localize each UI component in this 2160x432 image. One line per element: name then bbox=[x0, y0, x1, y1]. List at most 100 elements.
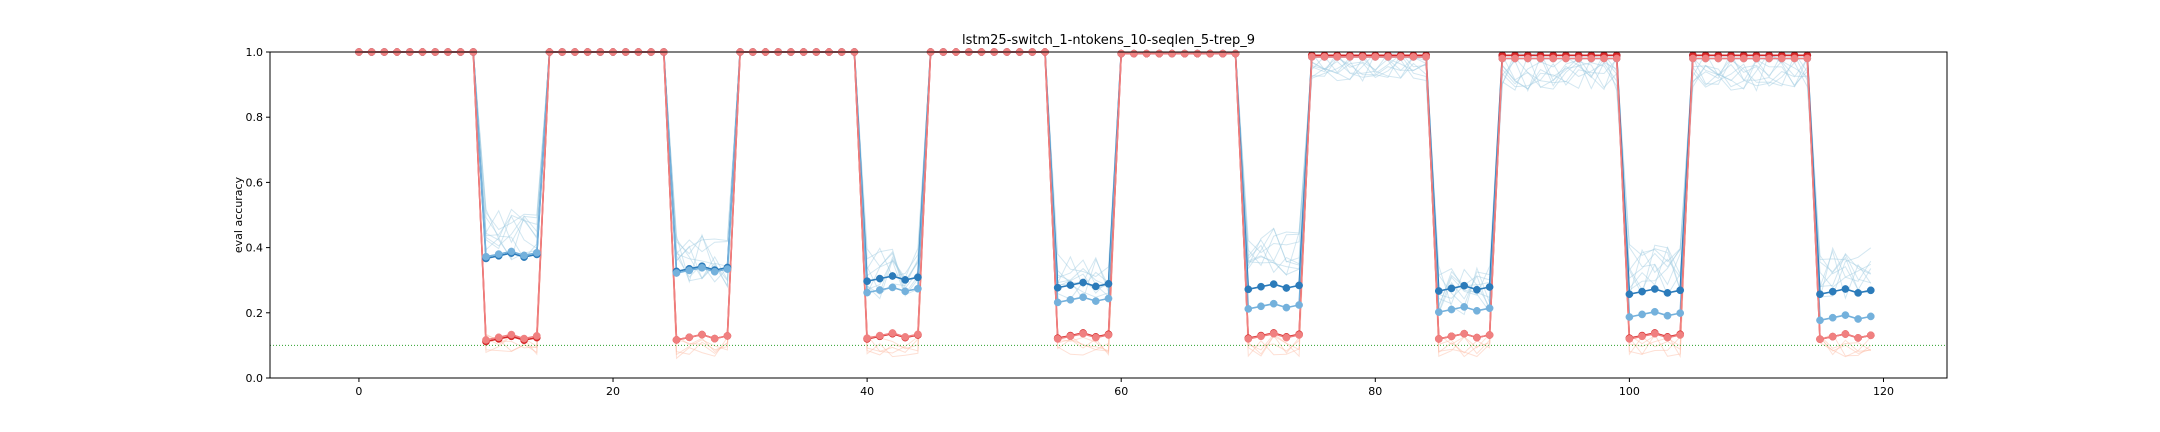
data-point-light-red bbox=[1371, 53, 1380, 61]
data-point-dark-blue bbox=[1447, 284, 1456, 293]
data-point-light-blue bbox=[1650, 307, 1659, 316]
x-tick-label: 120 bbox=[1873, 385, 1894, 398]
data-point-light-red bbox=[685, 333, 694, 342]
data-point-light-red bbox=[1422, 53, 1430, 61]
data-point-light-red bbox=[1714, 54, 1723, 63]
data-point-light-red bbox=[1587, 54, 1596, 63]
data-point-light-blue bbox=[1663, 311, 1672, 320]
data-point-light-red bbox=[1257, 332, 1265, 341]
data-point-light-red bbox=[532, 332, 541, 340]
data-point-light-red bbox=[1447, 332, 1456, 341]
data-point-light-blue bbox=[698, 263, 706, 272]
data-point-light-red bbox=[1612, 54, 1621, 63]
data-point-dark-blue bbox=[1485, 283, 1494, 291]
data-point-light-red bbox=[1384, 53, 1392, 61]
data-point-light-blue bbox=[1828, 313, 1837, 322]
x-tick-label: 100 bbox=[1619, 385, 1640, 398]
data-point-light-red bbox=[1549, 54, 1558, 63]
series-line-light-red bbox=[358, 51, 1871, 341]
data-point-light-blue bbox=[723, 265, 732, 273]
data-point-light-red bbox=[1269, 329, 1278, 338]
chart-title: lstm25-switch_1-ntokens_10-seqlen_5-trep… bbox=[962, 33, 1255, 48]
data-point-light-red bbox=[1816, 335, 1824, 344]
data-point-light-red bbox=[1358, 53, 1367, 61]
data-point-light-red bbox=[507, 330, 516, 339]
data-point-light-blue bbox=[1244, 305, 1253, 313]
data-point-light-red bbox=[494, 333, 503, 342]
data-point-light-red bbox=[875, 331, 884, 340]
data-point-light-red bbox=[1574, 54, 1583, 63]
data-point-dark-blue bbox=[1650, 285, 1659, 293]
y-tick-label: 0.8 bbox=[246, 111, 264, 124]
data-point-dark-blue bbox=[1460, 281, 1469, 290]
x-tick-label: 20 bbox=[606, 385, 620, 398]
data-point-light-red bbox=[1676, 331, 1685, 339]
data-point-light-blue bbox=[1295, 301, 1303, 309]
data-point-light-red bbox=[1142, 49, 1151, 58]
data-point-light-blue bbox=[1485, 304, 1494, 313]
data-point-light-red bbox=[901, 333, 910, 341]
data-point-dark-blue bbox=[1841, 285, 1850, 293]
data-point-light-red bbox=[1409, 53, 1418, 61]
data-point-light-blue bbox=[494, 250, 503, 258]
plot-frame bbox=[269, 51, 1948, 379]
data-point-light-red bbox=[1498, 54, 1507, 63]
data-point-light-blue bbox=[1676, 309, 1685, 317]
data-point-light-red bbox=[863, 334, 871, 343]
data-point-light-red bbox=[1854, 334, 1862, 342]
main-series-lines bbox=[355, 48, 1875, 346]
data-point-dark-blue bbox=[914, 273, 922, 282]
data-point-light-blue bbox=[1866, 312, 1875, 321]
data-point-light-red bbox=[1168, 49, 1176, 58]
data-point-light-red bbox=[1346, 53, 1354, 61]
data-point-light-red bbox=[520, 334, 528, 343]
data-point-light-red bbox=[1625, 335, 1634, 343]
data-point-light-blue bbox=[1091, 297, 1100, 305]
data-point-light-blue bbox=[1269, 299, 1278, 308]
data-point-light-red bbox=[1777, 54, 1786, 63]
data-point-dark-blue bbox=[1269, 280, 1278, 288]
data-point-light-red bbox=[1206, 49, 1214, 58]
x-tick-label: 60 bbox=[1114, 385, 1128, 398]
data-point-light-red bbox=[1193, 49, 1202, 58]
data-point-light-red bbox=[1079, 329, 1087, 338]
y-tick-label: 1.0 bbox=[246, 46, 264, 59]
data-point-light-blue bbox=[875, 286, 884, 294]
data-point-light-blue bbox=[1447, 305, 1456, 314]
data-point-dark-blue bbox=[901, 276, 910, 284]
axes: 0 20 40 60 80 100 120 0.0 0.2 0.4 0.6 0.8 1.0 bbox=[246, 46, 1948, 398]
data-point-light-red bbox=[1180, 49, 1189, 58]
data-point-light-blue bbox=[685, 266, 694, 275]
data-point-light-red bbox=[1790, 54, 1799, 63]
data-point-light-blue bbox=[520, 251, 528, 260]
data-point-light-red bbox=[1473, 333, 1481, 342]
data-point-dark-blue bbox=[1257, 282, 1265, 291]
data-point-dark-blue bbox=[1066, 281, 1075, 289]
data-point-light-red bbox=[1333, 53, 1342, 61]
data-point-light-blue bbox=[1638, 310, 1646, 319]
data-point-light-red bbox=[1650, 329, 1659, 338]
y-tick-label: 0.6 bbox=[246, 176, 264, 189]
data-point-light-red bbox=[1218, 49, 1227, 58]
data-point-light-red bbox=[1231, 49, 1240, 58]
data-point-light-red bbox=[1434, 335, 1443, 343]
y-tick-label: 0.0 bbox=[246, 372, 264, 385]
data-point-light-red bbox=[1752, 54, 1761, 63]
data-point-light-red bbox=[1053, 335, 1062, 343]
data-point-dark-blue bbox=[888, 272, 897, 280]
data-point-light-red bbox=[1460, 329, 1469, 338]
data-point-light-red bbox=[1104, 331, 1113, 339]
data-point-light-red bbox=[1828, 332, 1837, 341]
data-point-dark-blue bbox=[1053, 283, 1062, 292]
data-point-dark-blue bbox=[1434, 287, 1443, 295]
data-point-light-red bbox=[1727, 54, 1735, 63]
data-point-light-red bbox=[1638, 332, 1646, 341]
data-point-light-red bbox=[723, 332, 732, 340]
data-point-light-blue bbox=[863, 288, 871, 297]
data-point-light-red bbox=[672, 336, 681, 344]
data-point-light-red bbox=[1066, 332, 1075, 341]
data-point-light-red bbox=[1562, 54, 1570, 63]
data-point-light-blue bbox=[507, 247, 516, 256]
y-tick-label: 0.2 bbox=[246, 307, 264, 320]
